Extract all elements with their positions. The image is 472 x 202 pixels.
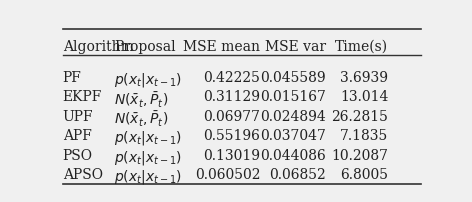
Text: 0.060502: 0.060502 bbox=[194, 168, 260, 182]
Text: 6.8005: 6.8005 bbox=[340, 168, 388, 182]
Text: 3.6939: 3.6939 bbox=[340, 71, 388, 85]
Text: $p(x_t|x_{t-1})$: $p(x_t|x_{t-1})$ bbox=[114, 149, 182, 167]
Text: 0.024894: 0.024894 bbox=[260, 110, 326, 124]
Text: $p(x_t|x_{t-1})$: $p(x_t|x_{t-1})$ bbox=[114, 168, 182, 186]
Text: 0.06852: 0.06852 bbox=[270, 168, 326, 182]
Text: $p(x_t|x_{t-1})$: $p(x_t|x_{t-1})$ bbox=[114, 71, 182, 89]
Text: EKPF: EKPF bbox=[63, 90, 102, 104]
Text: 7.1835: 7.1835 bbox=[340, 129, 388, 143]
Text: 0.037047: 0.037047 bbox=[260, 129, 326, 143]
Text: 0.42225: 0.42225 bbox=[203, 71, 260, 85]
Text: $p(x_t|x_{t-1})$: $p(x_t|x_{t-1})$ bbox=[114, 129, 182, 147]
Text: 0.13019: 0.13019 bbox=[203, 149, 260, 163]
Text: 0.044086: 0.044086 bbox=[260, 149, 326, 163]
Text: Proposal: Proposal bbox=[114, 40, 176, 54]
Text: APSO: APSO bbox=[63, 168, 102, 182]
Text: PSO: PSO bbox=[63, 149, 93, 163]
Text: 0.55196: 0.55196 bbox=[203, 129, 260, 143]
Text: Time(s): Time(s) bbox=[335, 40, 388, 54]
Text: UPF: UPF bbox=[63, 110, 93, 124]
Text: APF: APF bbox=[63, 129, 92, 143]
Text: 10.2087: 10.2087 bbox=[331, 149, 388, 163]
Text: 0.06977: 0.06977 bbox=[203, 110, 260, 124]
Text: MSE var: MSE var bbox=[265, 40, 326, 54]
Text: PF: PF bbox=[63, 71, 82, 85]
Text: Algorithm: Algorithm bbox=[63, 40, 134, 54]
Text: 13.014: 13.014 bbox=[340, 90, 388, 104]
Text: 26.2815: 26.2815 bbox=[331, 110, 388, 124]
Text: 0.31129: 0.31129 bbox=[203, 90, 260, 104]
Text: 0.045589: 0.045589 bbox=[261, 71, 326, 85]
Text: MSE mean: MSE mean bbox=[183, 40, 260, 54]
Text: $N(\bar{x}_t, \bar{P}_t)$: $N(\bar{x}_t, \bar{P}_t)$ bbox=[114, 110, 168, 129]
Text: 0.015167: 0.015167 bbox=[260, 90, 326, 104]
Text: $N(\bar{x}_t, \bar{P}_t)$: $N(\bar{x}_t, \bar{P}_t)$ bbox=[114, 90, 168, 109]
